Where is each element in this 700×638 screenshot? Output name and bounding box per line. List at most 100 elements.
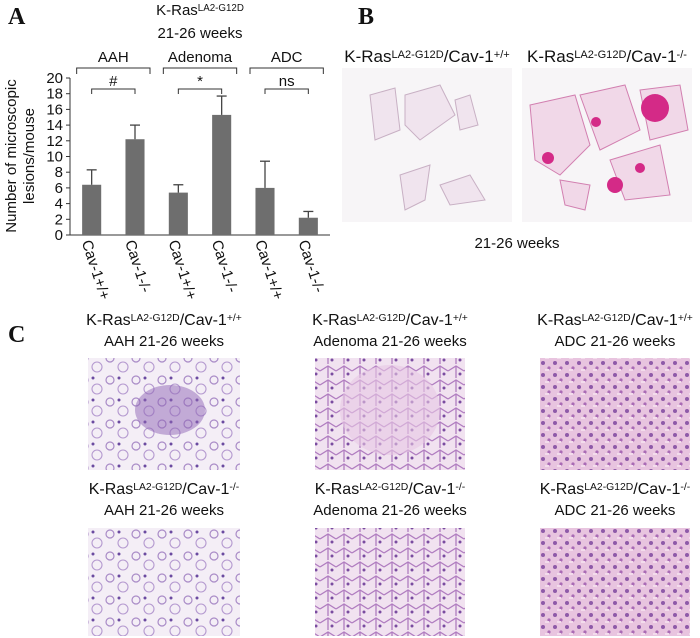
superscript: +/+ [494,49,510,61]
group-bracket [249,67,324,74]
panel-label: A [8,4,26,30]
y-tick-label: 12 [46,133,63,150]
histology-caption: ADC 21-26 weeks [555,502,676,519]
histology-caption: Adenoma 21-26 weeks [313,333,466,350]
bar [212,114,232,235]
group-label: ADC [271,49,303,66]
caption: K-RasLA2-G12D/Cav-1-/- [540,481,690,498]
text-part: /Cav-1 [180,312,227,329]
caption: K-RasLA2-G12D/Cav-1-/- [315,481,465,498]
time-label: 21-26 weeks [474,235,559,252]
y-tick-label: 2 [55,211,63,228]
histology-image [540,528,690,636]
caption: K-RasLA2-G12D/Cav-1+/+ [312,312,468,329]
superscript: LA2-G12D [574,49,626,61]
panel-label: C [8,322,25,348]
superscript: -/- [680,482,690,493]
caption: K-RasLA2-G12D/Cav-1+/+ [344,47,510,66]
superscript: +/+ [678,313,693,324]
text-part: /Cav-1 [631,312,678,329]
group-bracket [162,67,238,74]
lesion [340,365,440,455]
error-bar [303,210,314,218]
x-tick-label: Cav-1+/+ [165,238,200,302]
y-tick-label: 16 [46,101,63,118]
superscript: -/- [455,482,465,493]
x-tick-label: Cav-1-/- [295,238,328,295]
caption: K-RasLA2-G12D/Cav-1-/- [89,481,239,498]
bar [125,139,145,235]
error-bar [130,124,140,140]
caption: K-RasLA2-G12D/Cav-1-/- [527,47,687,66]
text-part: K-Ras [312,312,356,329]
y-tick-label: 8 [55,164,63,181]
group-label: AAH [98,49,129,66]
histology-caption: Adenoma 21-26 weeks [313,502,466,519]
superscript: LA2-G12D [359,482,408,493]
error-bar [260,160,270,188]
significance-label: * [197,73,203,90]
y-axis-label: lesions/mouse [21,108,38,204]
histology-caption: AAH 21-26 weeks [104,333,224,350]
text-part: K-Ras [540,481,584,498]
superscript: LA2-G12D [582,313,631,324]
text-part: K-Ras [86,312,130,329]
histology-caption: AAH 21-26 weeks [104,502,224,519]
text-part: /Cav-1 [406,312,453,329]
superscript: LA2-G12D [131,313,180,324]
significance-bracket [177,88,223,94]
text-part: K-Ras [537,312,581,329]
y-tick-label: 6 [55,180,63,197]
y-tick-label: 14 [46,117,63,134]
superscript: +/+ [453,313,468,324]
y-tick-label: 0 [55,227,63,244]
x-tick-label: Cav-1+/+ [251,238,286,302]
bar [298,217,318,235]
histology-image [540,358,690,470]
error-bar [86,169,97,185]
tumor-spots [542,94,669,193]
superscript: -/- [677,49,688,61]
significance-label: # [109,73,118,90]
superscript: -/- [229,482,239,493]
text-part: /Cav-1 [408,481,455,498]
group-bracket [76,67,151,74]
y-tick-label: 20 [46,70,63,87]
bar [255,187,275,235]
text-part: K-Ras [315,481,359,498]
superscript: LA2-G12D [198,3,244,14]
y-tick-label: 4 [55,196,63,213]
group-label: Adenoma [168,49,233,66]
chart-subtitle: 21-26 weeks [157,25,242,42]
superscript: LA2-G12D [357,313,406,324]
caption: K-RasLA2-G12D/Cav-1+/+ [86,312,242,329]
lesion [135,385,205,435]
y-tick-label: 18 [46,86,63,103]
superscript: +/+ [227,313,242,324]
lung-lobes [369,84,486,211]
caption: K-RasLA2-G12D [156,2,244,19]
caption: K-RasLA2-G12D/Cav-1+/+ [537,312,693,329]
histology-image [315,528,465,636]
bar [82,184,102,235]
panel-label: B [358,4,374,30]
text-part: /Cav-1 [182,481,229,498]
text-part: K-Ras [527,47,574,66]
error-bar [216,95,227,115]
superscript: LA2-G12D [133,482,182,493]
x-tick-label: Cav-1-/- [121,238,154,295]
x-tick-label: Cav-1+/+ [78,238,113,302]
text-part: K-Ras [344,47,391,66]
x-tick-label: Cav-1-/- [208,238,241,295]
superscript: LA2-G12D [584,482,633,493]
histology-image [88,528,240,636]
superscript: LA2-G12D [391,49,443,61]
significance-bracket [91,88,136,94]
error-bar [173,184,184,193]
text-part: K-Ras [89,481,133,498]
bar [168,192,188,235]
text-part: /Cav-1 [444,47,494,66]
significance-bracket [264,88,309,94]
y-tick-label: 10 [46,149,63,166]
